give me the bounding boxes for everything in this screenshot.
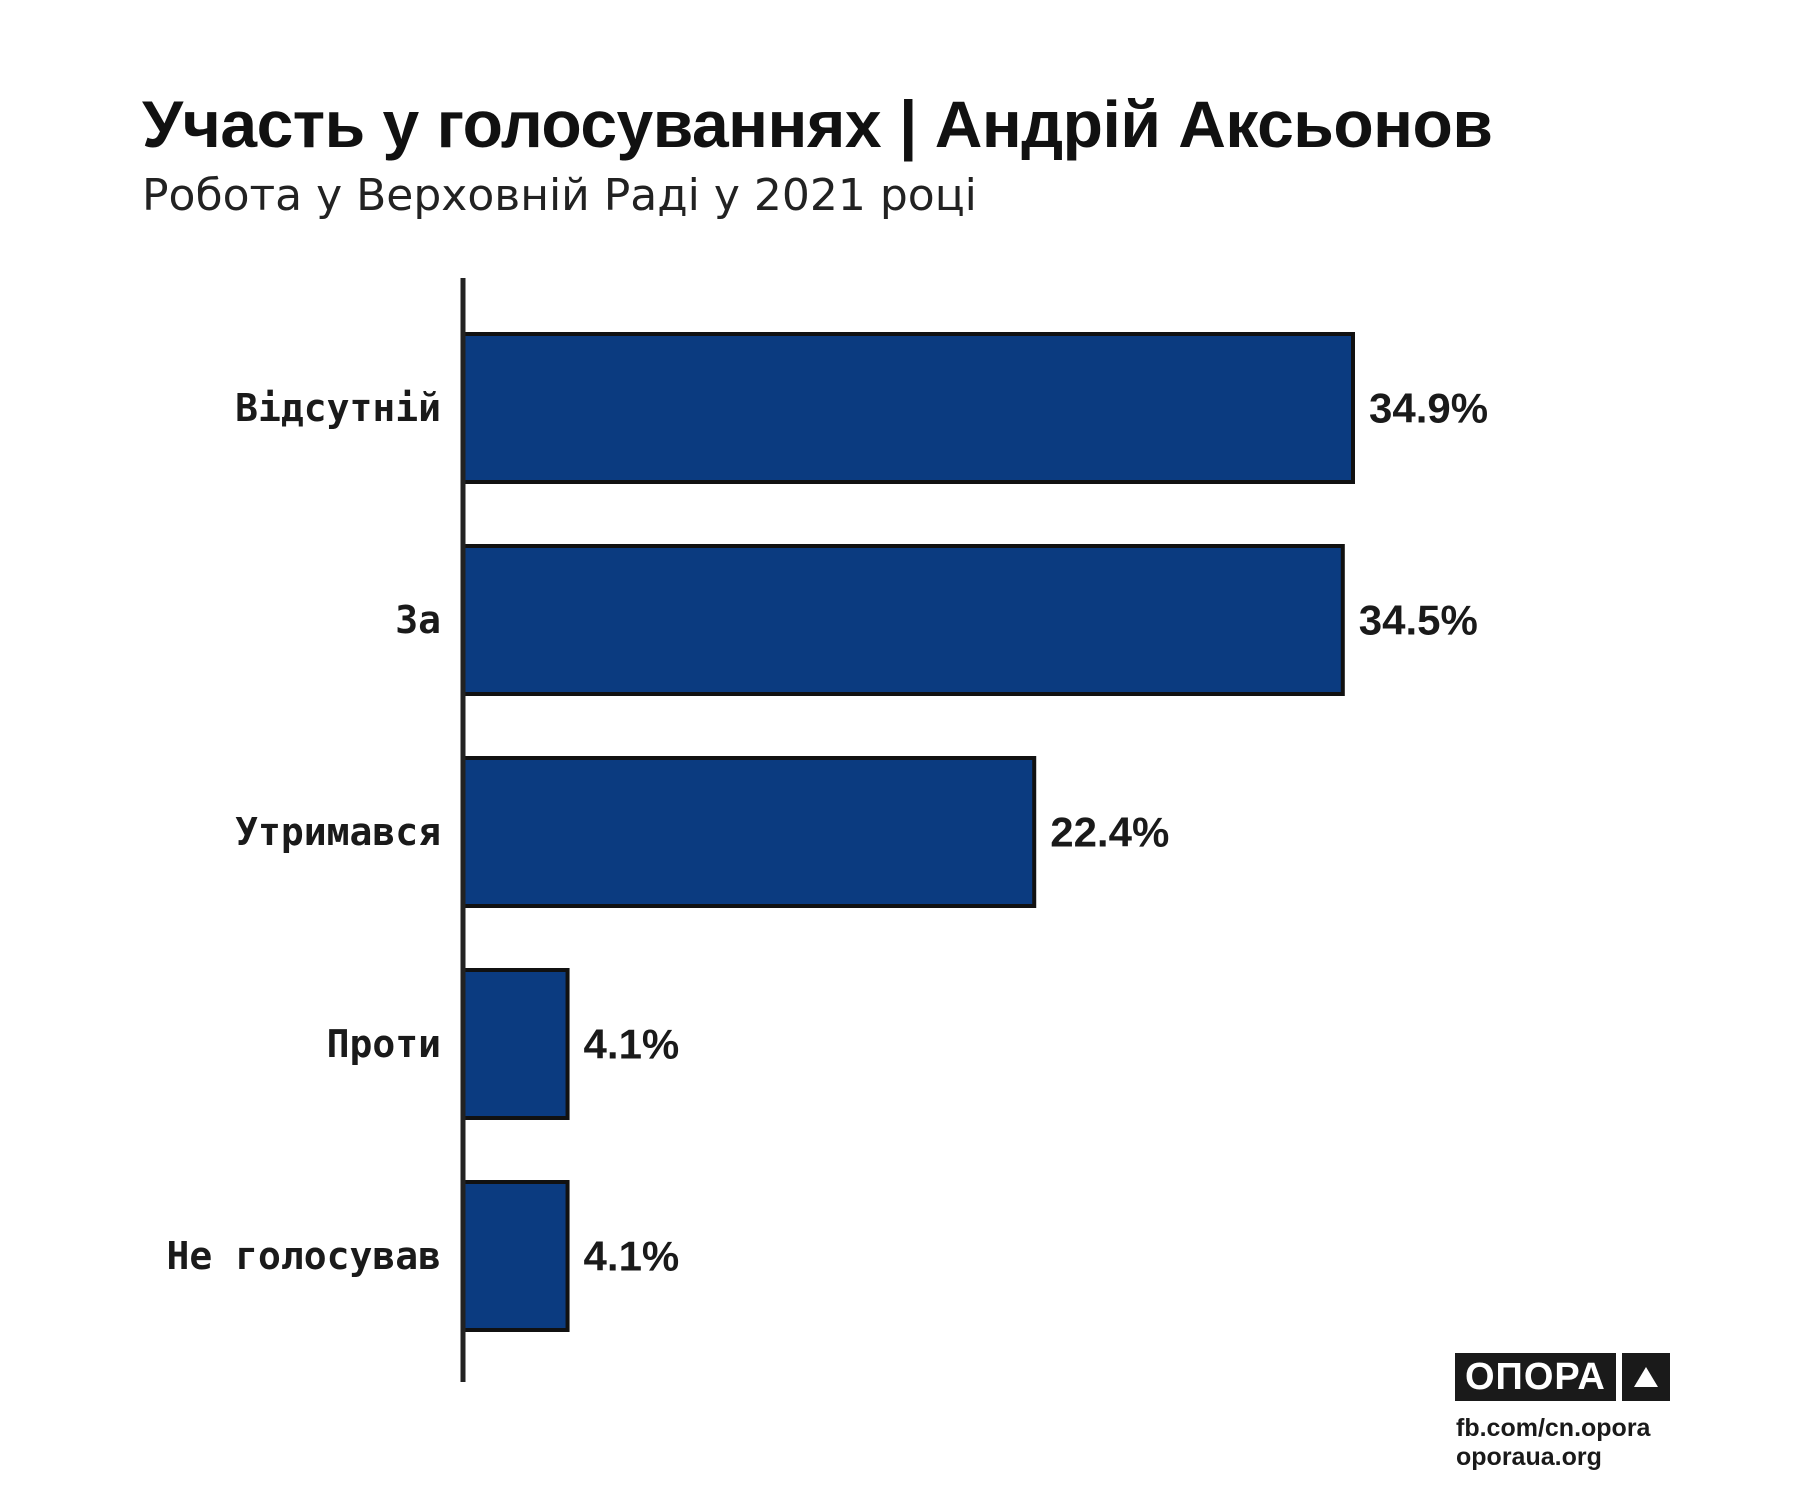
chart-subtitle: Робота у Верховній Раді у 2021 році	[142, 170, 977, 221]
opora-logo: ОПОРА	[1455, 1353, 1670, 1401]
value-label: 4.1%	[584, 1021, 680, 1068]
logo-text: ОПОРА	[1455, 1353, 1616, 1401]
bar-category-4	[461, 1180, 570, 1332]
triangle-icon	[1621, 1353, 1670, 1401]
bar-category-0	[461, 332, 1355, 484]
bars-layer	[461, 332, 1355, 1332]
value-label: 34.9%	[1369, 385, 1488, 432]
bar-category-3	[461, 968, 570, 1120]
category-label: Утримався	[235, 810, 441, 854]
footer-links: fb.com/cn.opora oporaua.org	[1456, 1414, 1650, 1472]
facebook-link[interactable]: fb.com/cn.opora	[1456, 1414, 1651, 1442]
bar-category-1	[461, 544, 1345, 696]
labels-layer: Відсутній 34.9% За 34.5% Утримався 22.4% Проти…	[166, 385, 1488, 1280]
chart-title: Участь у голосуваннях | Андрій Аксьонов	[142, 87, 1493, 161]
category-label: Проти	[327, 1022, 441, 1066]
value-label: 34.5%	[1359, 597, 1478, 644]
category-label: Відсутній	[235, 386, 441, 430]
value-label: 22.4%	[1050, 809, 1169, 856]
bar-category-2	[461, 756, 1037, 908]
category-label: За	[395, 598, 441, 642]
category-label: Не голосував	[166, 1234, 441, 1278]
website-link[interactable]: oporaua.org	[1456, 1443, 1602, 1471]
value-label: 4.1%	[584, 1233, 680, 1280]
